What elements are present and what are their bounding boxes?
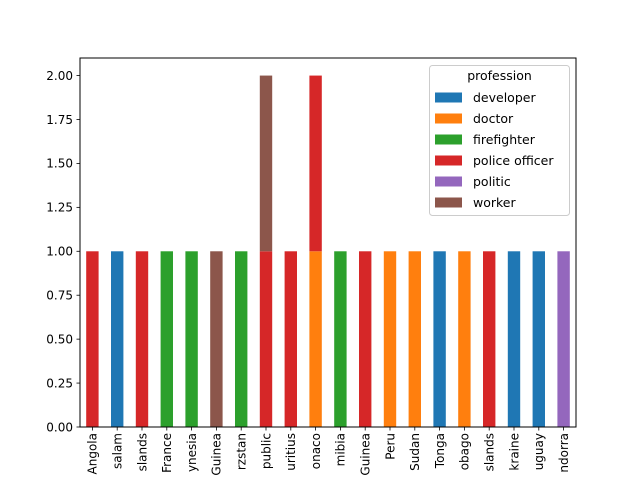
legend-label: firefighter bbox=[473, 132, 536, 147]
x-tick-label: kraine bbox=[507, 433, 521, 471]
bar-segment bbox=[334, 251, 347, 427]
y-tick-label: 1.25 bbox=[46, 201, 73, 215]
x-tick-label: ynesia bbox=[185, 433, 199, 472]
legend: profession developer doctor firefighter pol… bbox=[429, 65, 570, 216]
legend-swatch bbox=[435, 176, 462, 187]
bar-segment bbox=[433, 251, 446, 427]
legend-label: developer bbox=[473, 90, 536, 105]
bar-segment bbox=[185, 251, 198, 427]
y-axis: 0.00 0.25 0.50 0.75 1.00 1.25 1.50 1.75 2.00 bbox=[46, 69, 80, 434]
x-tick-label: salam bbox=[111, 433, 125, 469]
x-tick-label: Guinea bbox=[210, 433, 224, 476]
legend-box bbox=[429, 65, 570, 216]
bar-segment bbox=[259, 75, 273, 252]
legend-swatch bbox=[435, 113, 462, 124]
x-tick-label: France bbox=[160, 433, 174, 473]
x-axis: Angola salam slands France ynesia Guinea rzsta… bbox=[86, 427, 571, 476]
x-tick-label: Guinea bbox=[359, 433, 373, 476]
x-tick-label: mibia bbox=[334, 433, 348, 466]
x-tick-label: slands bbox=[135, 433, 149, 471]
x-tick-label: uritius bbox=[284, 433, 298, 471]
x-tick-label: Sudan bbox=[408, 433, 422, 471]
legend-swatch bbox=[435, 92, 462, 103]
bar-segment bbox=[86, 251, 99, 427]
bar-segment bbox=[160, 251, 173, 427]
bar-segment bbox=[235, 251, 248, 427]
legend-label: doctor bbox=[473, 111, 514, 126]
x-tick-label: public bbox=[259, 433, 273, 469]
legend-label: politic bbox=[473, 174, 511, 189]
legend-title: profession bbox=[467, 68, 532, 83]
bar-segment bbox=[557, 251, 570, 427]
legend-label: worker bbox=[473, 195, 516, 210]
bar-segment bbox=[532, 251, 545, 427]
y-tick-label: 1.00 bbox=[46, 245, 73, 259]
bar-segment bbox=[259, 251, 273, 427]
x-tick-label: slands bbox=[483, 433, 497, 471]
plot-frame bbox=[79, 57, 577, 428]
x-tick-label: obago bbox=[458, 433, 472, 470]
bar-segment bbox=[309, 75, 322, 252]
bar-segment bbox=[210, 251, 223, 427]
bar-segment bbox=[111, 251, 124, 427]
y-tick-label: 2.00 bbox=[46, 69, 73, 83]
y-tick-label: 0.00 bbox=[46, 420, 73, 434]
bars-group bbox=[86, 75, 570, 427]
bar-segment bbox=[284, 251, 297, 427]
x-tick-label: Peru bbox=[383, 433, 397, 460]
x-tick-label: Tonga bbox=[433, 433, 447, 469]
bar-segment bbox=[309, 251, 322, 427]
y-tick-label: 0.25 bbox=[46, 376, 73, 390]
y-tick-label: 1.50 bbox=[46, 157, 73, 171]
x-tick-label: ndorra bbox=[557, 433, 571, 473]
bar-segment bbox=[359, 251, 372, 427]
x-tick-label: Angola bbox=[86, 433, 100, 474]
x-tick-label: onaco bbox=[309, 433, 323, 469]
y-tick-label: 0.75 bbox=[46, 289, 73, 303]
bar-segment bbox=[458, 251, 471, 427]
y-tick-label: 1.75 bbox=[46, 113, 73, 127]
legend-items: developer doctor firefighter police officer… bbox=[435, 90, 554, 210]
x-tick-label: rzstan bbox=[235, 433, 249, 470]
y-tick-label: 0.50 bbox=[46, 332, 73, 346]
legend-label: police officer bbox=[473, 153, 554, 168]
legend-swatch bbox=[435, 155, 462, 166]
bar-segment bbox=[483, 251, 496, 427]
bar-segment bbox=[135, 251, 149, 427]
legend-swatch bbox=[435, 197, 462, 208]
x-tick-label: uguay bbox=[532, 433, 546, 470]
bar-segment bbox=[383, 251, 397, 427]
legend-swatch bbox=[435, 134, 462, 145]
bar-segment bbox=[408, 251, 421, 427]
bar-segment bbox=[507, 251, 521, 427]
